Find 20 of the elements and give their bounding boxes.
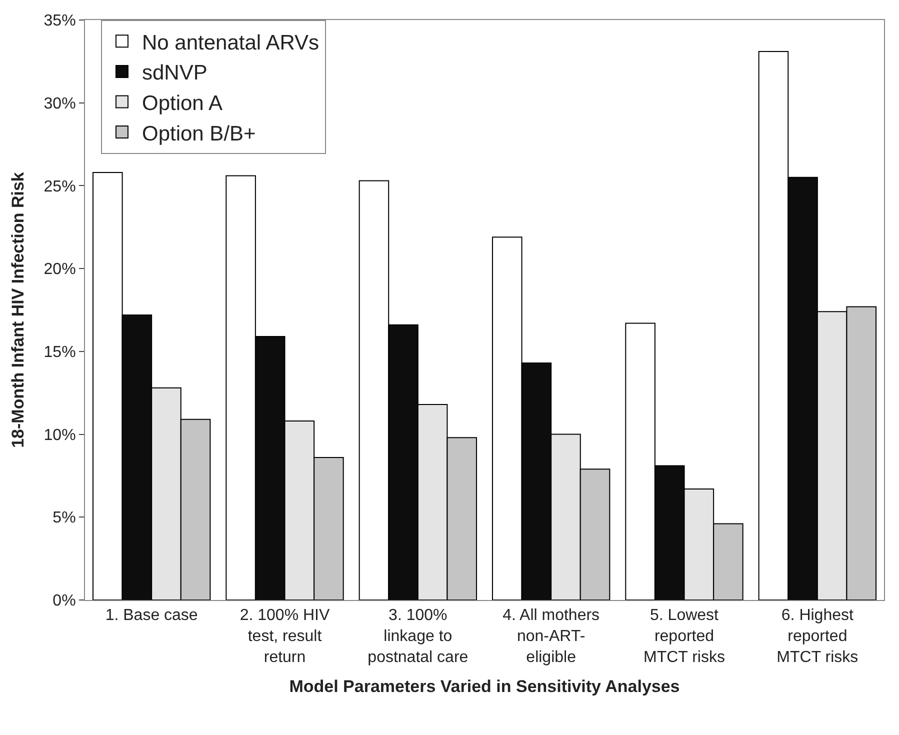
x-tick-label: 2. 100% HIV test, result return xyxy=(240,607,330,666)
x-axis-title: Model Parameters Varied in Sensitivity Analyses xyxy=(289,677,680,696)
legend-label: Option A xyxy=(142,92,223,115)
y-tick-label: 5% xyxy=(52,510,76,527)
y-tick-label: 10% xyxy=(44,426,76,444)
y-tick-label: 15% xyxy=(44,344,76,362)
y-tick-label: 35% xyxy=(44,12,76,30)
y-tick-label: 30% xyxy=(44,95,76,112)
y-tick-label: 25% xyxy=(44,178,76,196)
legend-label: Option B/B+ xyxy=(142,122,256,146)
legend-label: sdNVP xyxy=(142,62,208,85)
x-tick-label: 6. Highest reported MTCT risks xyxy=(776,607,858,666)
x-tick-label: 4. All mothers non-ART- eligible xyxy=(502,607,600,666)
x-tick-label: 3. 100% linkage to postnatal care xyxy=(368,607,468,666)
legend-label: No antenatal ARVs xyxy=(142,31,320,54)
y-tick-label: 0% xyxy=(52,592,76,610)
x-tick-label: 5. Lowest reported MTCT risks xyxy=(644,607,725,666)
y-axis-title: 18-Month Infant HIV Infection Risk xyxy=(8,172,28,448)
x-tick-label: 1. Base case xyxy=(105,607,198,624)
y-tick-label: 20% xyxy=(44,261,76,278)
